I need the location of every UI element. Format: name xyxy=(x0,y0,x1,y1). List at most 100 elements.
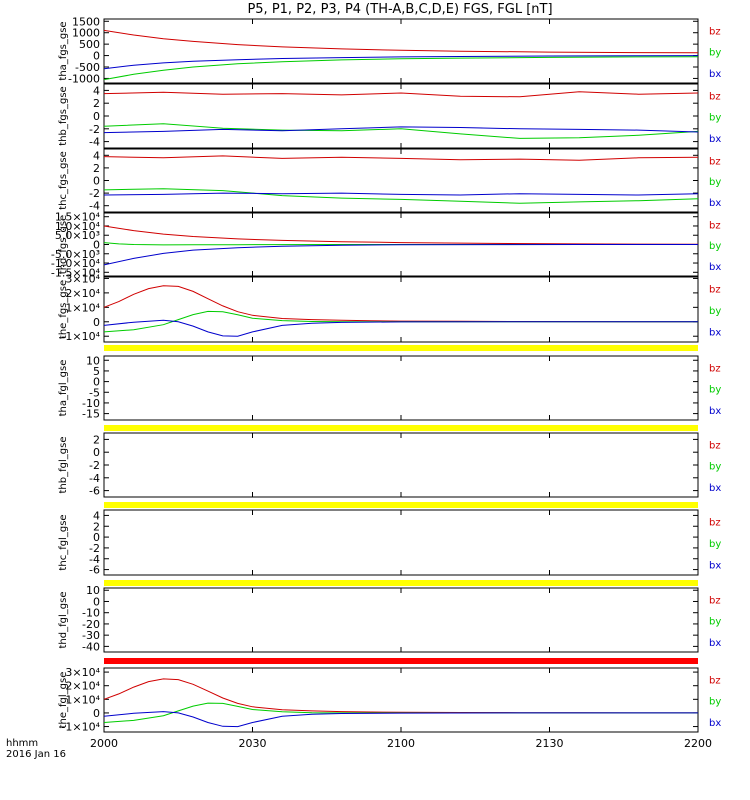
y-tick-label: -2 xyxy=(89,123,100,136)
y-tick-label: -20 xyxy=(82,618,100,631)
legend-bz: bz xyxy=(709,156,721,167)
panel-frame xyxy=(103,355,699,421)
series-line-bz xyxy=(103,285,699,323)
y-tick-label: -40 xyxy=(82,640,100,653)
y-tick-label: -6 xyxy=(89,564,100,577)
series-line-bx xyxy=(103,192,699,196)
legend-bx: bx xyxy=(709,198,721,209)
legend-by: by xyxy=(709,177,721,188)
y-tick-label: 10 xyxy=(86,584,100,597)
legend-bx: bx xyxy=(709,561,721,572)
y-axis-label: thd_fgl_gse xyxy=(58,592,69,649)
y-tick-label: 0 xyxy=(93,50,100,63)
legend-bz: bz xyxy=(709,364,721,375)
y-tick-label: -2 xyxy=(89,459,100,472)
y-tick-label: -10 xyxy=(82,607,100,620)
separator-bar-5 xyxy=(104,658,698,664)
legend-bx: bx xyxy=(709,69,721,80)
series-line-bx xyxy=(103,711,698,728)
y-tick-label: -30 xyxy=(82,629,100,642)
y-tick-label: 0 xyxy=(93,175,100,188)
y-tick-label: 3×10⁴ xyxy=(65,666,100,679)
series-line-bz xyxy=(103,225,699,245)
series-line-bz xyxy=(103,678,699,714)
x-axis: 2000 2030 2100 2130 2200 xyxy=(90,737,712,750)
y-axis-label: the_fgs_gse xyxy=(58,280,69,339)
y-tick-label: -1000 xyxy=(68,72,100,85)
y-axis-label: thb_fgs_gse xyxy=(58,86,69,145)
series-line-bx xyxy=(103,126,699,134)
legend-by: by xyxy=(709,462,721,473)
y-tick-label: 1000 xyxy=(72,27,100,40)
panel-thc_fgl_gse: 420-2-4-6 thc_fgl_gse bz by bx xyxy=(58,509,721,576)
y-tick-label: -2 xyxy=(89,187,100,200)
legend-bz: bz xyxy=(709,441,721,452)
y-tick-label: -5.0×10³ xyxy=(51,248,100,261)
y-tick-label: 0 xyxy=(93,110,100,123)
y-axis-label: thd_fgs_gse xyxy=(58,215,69,274)
panel-thd_fgl_gse: 100-10-20-30-40 thd_fgl_gse bz by bx xyxy=(58,584,721,653)
y-tick-label: -6 xyxy=(89,485,100,498)
legend-bz: bz xyxy=(709,27,721,38)
legend-by: by xyxy=(709,697,721,708)
y-tick-label: 2×10⁴ xyxy=(65,287,100,300)
y-tick-label: 2×10⁴ xyxy=(65,680,100,693)
panel-frame xyxy=(103,509,699,576)
y-axis-label: the_fgl_gse xyxy=(58,672,69,729)
legend-bz: bz xyxy=(709,596,721,607)
series-line-bx xyxy=(103,244,698,266)
y-tick-label: 2 xyxy=(93,97,100,110)
y-tick-label: -4 xyxy=(89,136,100,149)
y-tick-label: 10 xyxy=(86,354,100,367)
legend-bx: bx xyxy=(709,134,721,145)
y-tick-label: -1.0×10⁴ xyxy=(51,257,101,270)
panel-frame xyxy=(103,18,699,84)
legend-bx: bx xyxy=(709,638,721,649)
legend-bx: bx xyxy=(709,718,721,729)
x-tick-label: 2200 xyxy=(684,737,712,750)
y-tick-label: 1.0×10⁴ xyxy=(55,220,101,233)
series-line-bz xyxy=(103,91,699,98)
y-tick-label: 4 xyxy=(93,84,100,97)
y-tick-label: -4 xyxy=(89,553,100,566)
legend-bz: bz xyxy=(709,285,721,296)
separator-bar-2 xyxy=(104,425,698,431)
legend-bz: bz xyxy=(709,220,721,231)
y-axis-label: thc_fgs_gse xyxy=(58,151,69,210)
series-line-by xyxy=(103,188,699,204)
y-tick-label: 2 xyxy=(93,520,100,533)
y-tick-label: 0 xyxy=(93,376,100,389)
separator-bar-1 xyxy=(104,345,698,351)
y-axis-label: thc_fgl_gse xyxy=(58,514,69,570)
x-tick-label: 2130 xyxy=(536,737,564,750)
legend-by: by xyxy=(709,385,721,396)
series-line-bz xyxy=(103,155,699,161)
y-tick-label: -5 xyxy=(89,386,100,399)
panel-thd_fgs_gse: 1.5×10⁴1.0×10⁴5.0×10³0-5.0×10³-1.0×10⁴-1… xyxy=(51,211,721,280)
separator-bar-4 xyxy=(104,580,698,586)
panel-frame xyxy=(103,276,699,343)
y-tick-label: -1×10⁴ xyxy=(61,330,100,343)
y-tick-label: 4 xyxy=(93,509,100,522)
legend-bz: bz xyxy=(709,92,721,103)
y-tick-label: -1.5×10⁴ xyxy=(51,266,101,279)
y-tick-label: 5.0×10³ xyxy=(55,229,100,242)
y-axis-label: thb_fgl_gse xyxy=(58,437,69,494)
legend-by: by xyxy=(709,539,721,550)
x-tick-label: 2100 xyxy=(387,737,415,750)
series-line-bx xyxy=(103,319,698,337)
legend-bx: bx xyxy=(709,328,721,339)
series-line-by xyxy=(103,123,699,139)
y-tick-label: 0 xyxy=(93,707,100,720)
y-tick-label: 1.5×10⁴ xyxy=(55,211,101,224)
legend-by: by xyxy=(709,617,721,628)
y-tick-label: -10 xyxy=(82,397,100,410)
y-tick-label: 4 xyxy=(93,149,100,162)
y-tick-label: 500 xyxy=(79,38,100,51)
y-tick-label: 3×10⁴ xyxy=(65,272,100,285)
y-tick-label: -500 xyxy=(75,61,100,74)
